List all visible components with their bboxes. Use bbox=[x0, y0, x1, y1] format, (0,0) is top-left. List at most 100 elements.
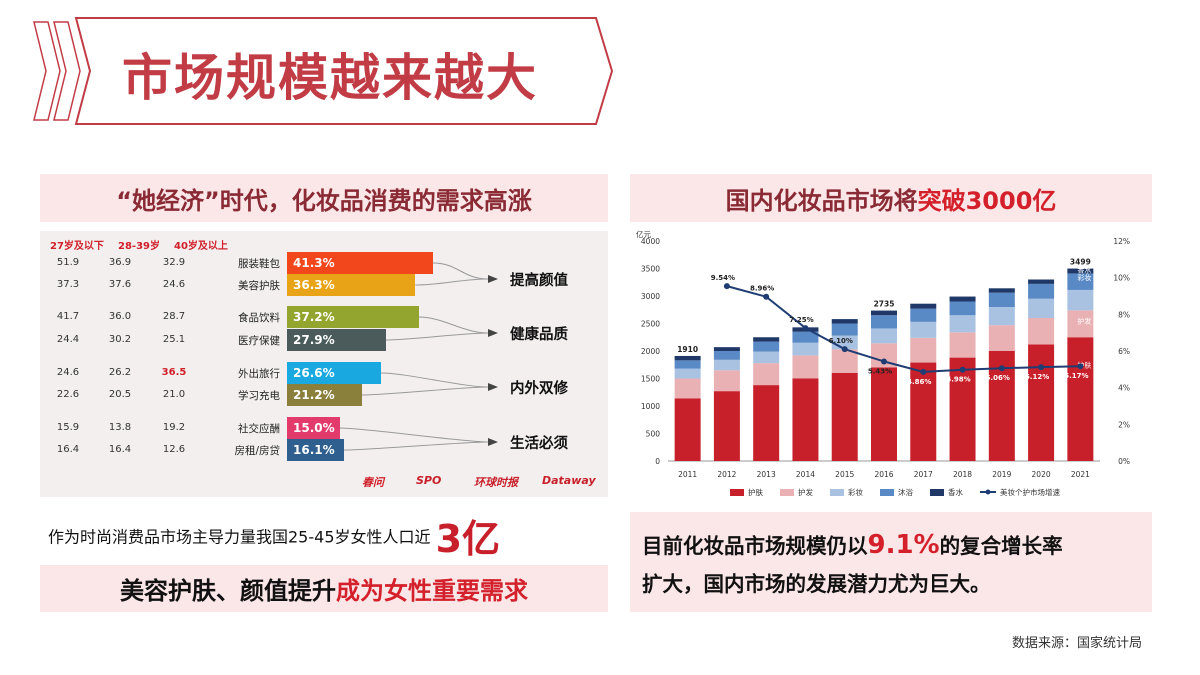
table-cell: 37.6 bbox=[108, 279, 132, 290]
right-banner-text: 国内化妆品市场将 bbox=[725, 186, 918, 215]
table-cell: 28.7 bbox=[162, 311, 186, 322]
y-tick-label: 1500 bbox=[641, 375, 660, 384]
category-label: 社交应酬 bbox=[238, 423, 280, 435]
total-label: 1910 bbox=[677, 345, 698, 354]
legend-swatch bbox=[880, 489, 894, 496]
table-cell: 24.6 bbox=[56, 367, 80, 378]
bar-segment bbox=[713, 359, 740, 371]
table-cell: 16.4 bbox=[108, 444, 132, 455]
bar-segment bbox=[792, 355, 819, 379]
growth-label: 9.54% bbox=[711, 274, 735, 282]
x-tick-label: 2019 bbox=[992, 470, 1011, 479]
data-source: 数据来源：国家统计局 bbox=[1011, 636, 1142, 651]
y2-tick-label: 2% bbox=[1118, 420, 1130, 429]
x-tick-label: 2013 bbox=[757, 470, 776, 479]
category-label: 房租/房贷 bbox=[234, 445, 280, 457]
x-tick-label: 2016 bbox=[874, 470, 893, 479]
legend-label: 美妆个护市场增速 bbox=[1000, 487, 1060, 497]
bar-segment bbox=[1067, 310, 1094, 338]
consumption-table-chart: 27岁及以下 28-39岁 40岁及以上 51.9 36.9 32.9 服装鞋包 41.3% 3… bbox=[40, 231, 608, 497]
y2-tick-label: 10% bbox=[1113, 274, 1130, 283]
beauty-banner-highlight: 成为女性重要需求 bbox=[336, 577, 528, 605]
x-tick-label: 2021 bbox=[1071, 470, 1090, 479]
connector-arrow bbox=[488, 438, 498, 446]
share-bar: 41.3% bbox=[287, 252, 433, 274]
need-group-label: 提高颜值 bbox=[510, 273, 568, 289]
x-tick-label: 2017 bbox=[914, 470, 933, 479]
total-label: 2735 bbox=[874, 300, 895, 309]
table-cell: 36.0 bbox=[108, 311, 132, 322]
bar-segment bbox=[949, 301, 976, 316]
legend-swatch bbox=[730, 489, 744, 496]
need-group-label: 生活必须 bbox=[510, 436, 568, 452]
category-label: 食品饮料 bbox=[238, 312, 280, 324]
table-cell: 24.6 bbox=[162, 279, 186, 290]
bar-segment bbox=[792, 331, 819, 343]
table-cell: 15.9 bbox=[56, 422, 80, 433]
connector-lines bbox=[340, 262, 498, 451]
market-size-chart-svg: 亿元 0 500 1000 1500 2000 2500 3000 3500 4000 0% 2% 4%… bbox=[636, 229, 1130, 497]
growth-point bbox=[841, 346, 848, 353]
share-bar: 15.0% bbox=[287, 417, 341, 439]
connector-line bbox=[361, 386, 489, 396]
bar-segment bbox=[949, 315, 976, 333]
beauty-banner-text: 美容护肤、颜值提升 bbox=[120, 577, 336, 605]
connector-line bbox=[343, 441, 489, 451]
age-group-header: 40岁及以上 bbox=[174, 241, 228, 252]
growth-label: 8.96% bbox=[750, 285, 774, 293]
bar-segment bbox=[831, 319, 858, 324]
growth-point bbox=[802, 325, 809, 332]
need-group-label: 健康品质 bbox=[510, 327, 568, 343]
y2-tick-label: 12% bbox=[1113, 237, 1130, 246]
women-population-number: 3亿 bbox=[435, 517, 501, 561]
bar-segment bbox=[753, 385, 780, 461]
bar-segment bbox=[831, 373, 858, 461]
y-tick-label: 0 bbox=[655, 457, 660, 466]
growth-paragraph-line1: 目前化妆品市场规模仍以9.1%的复合增长率 bbox=[642, 526, 1152, 565]
bar-segment bbox=[871, 315, 897, 329]
y-axis-title: 亿元 bbox=[636, 229, 651, 239]
connector-arrow bbox=[488, 329, 498, 337]
bar-segment bbox=[1067, 337, 1094, 461]
growth-point bbox=[959, 366, 966, 373]
logo-dataway: Dataway bbox=[542, 474, 596, 487]
growth-point bbox=[998, 365, 1005, 372]
bar-segment-label: 护发 bbox=[1077, 317, 1091, 326]
growth-point bbox=[1038, 364, 1045, 371]
share-bar: 16.1% bbox=[287, 439, 344, 461]
table-cell: 20.5 bbox=[108, 389, 132, 400]
bar-segment bbox=[792, 342, 819, 356]
bar-segment bbox=[988, 307, 1015, 326]
bar-segment bbox=[988, 288, 1015, 293]
bar-segment bbox=[871, 328, 897, 344]
bar-segment bbox=[753, 337, 780, 342]
y-tick-label: 2000 bbox=[641, 347, 660, 356]
bar-segment-label: 彩妆 bbox=[1077, 273, 1091, 282]
share-bar: 26.6% bbox=[287, 362, 382, 384]
bar-segment bbox=[831, 349, 858, 373]
bar-segment bbox=[1028, 318, 1055, 345]
bar-segment bbox=[949, 296, 976, 302]
logo-chunwen: 春问 bbox=[362, 476, 384, 489]
bar-segment bbox=[988, 292, 1015, 307]
logo-spo: SPO bbox=[416, 474, 442, 487]
y2-tick-label: 6% bbox=[1118, 347, 1130, 356]
x-tick-label: 2015 bbox=[835, 470, 854, 479]
legend-label: 护发 bbox=[798, 487, 813, 497]
growth-rate: 9.1% bbox=[867, 530, 940, 560]
bar-segment bbox=[1028, 283, 1055, 299]
market-size-chart: 亿元 0 500 1000 1500 2000 2500 3000 3500 4000 0% 2% 4%… bbox=[630, 225, 1152, 510]
need-group-label: 内外双修 bbox=[510, 381, 568, 397]
table-cell: 51.9 bbox=[56, 257, 80, 268]
growth-label: 6.10% bbox=[829, 337, 853, 345]
legend-swatch bbox=[780, 489, 794, 496]
bar-segment bbox=[753, 351, 780, 364]
x-tick-label: 2018 bbox=[953, 470, 972, 479]
bar-segment bbox=[949, 357, 976, 461]
connector-line bbox=[381, 372, 489, 388]
connector-line bbox=[415, 278, 489, 286]
bar-segment bbox=[831, 323, 858, 336]
total-label: 3499 bbox=[1070, 258, 1091, 267]
title-frame bbox=[33, 17, 614, 125]
growth-label: 4.86% bbox=[907, 378, 931, 386]
